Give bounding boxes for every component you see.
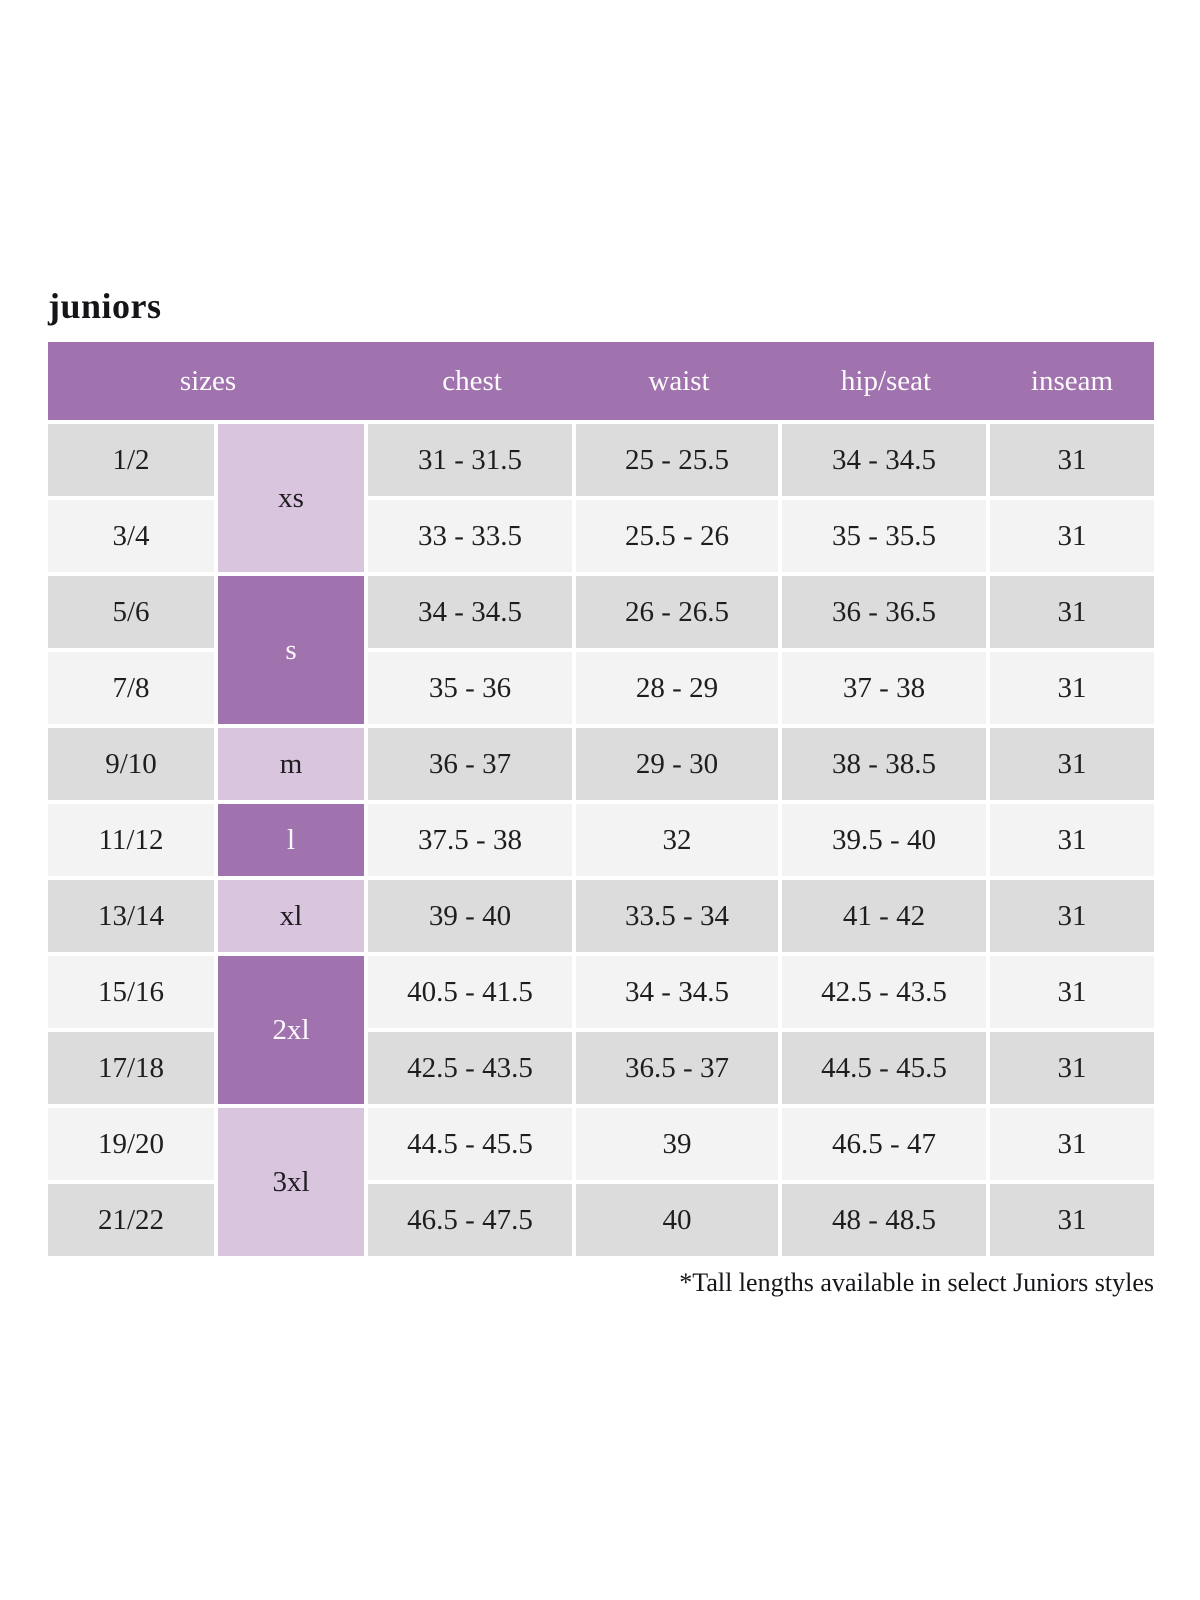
waist-value-cell: 32 <box>576 804 778 876</box>
numeric-size-cell: 1/2 <box>48 424 214 496</box>
inseam-value-cell: 31 <box>990 804 1154 876</box>
waist-value-cell: 25.5 - 26 <box>576 500 778 572</box>
inseam-value-cell: 31 <box>990 1108 1154 1180</box>
letter-size-cell-2xl: 2xl <box>218 956 364 1104</box>
numeric-size-cell: 7/8 <box>48 652 214 724</box>
column-header-hipseat: hip/seat <box>840 364 932 397</box>
waist-value-cell: 40 <box>576 1184 778 1256</box>
hipseat-value-cell: 46.5 - 47 <box>782 1108 986 1180</box>
hipseat-value-cell: 42.5 - 43.5 <box>782 956 986 1028</box>
inseam-value-cell: 31 <box>990 424 1154 496</box>
waist-value-cell: 33.5 - 34 <box>576 880 778 952</box>
hipseat-value-cell: 35 - 35.5 <box>782 500 986 572</box>
column-header-sizes: sizes <box>179 364 237 397</box>
waist-value-cell: 26 - 26.5 <box>576 576 778 648</box>
hipseat-value-cell: 38 - 38.5 <box>782 728 986 800</box>
waist-value-cell: 28 - 29 <box>576 652 778 724</box>
chest-value-cell: 46.5 - 47.5 <box>368 1184 572 1256</box>
size-table-body: xs s m l xl 2xl 3xl 1/2 31 - 31.5 25 - 25.5 34 - 3… <box>48 424 1154 1256</box>
waist-value-cell: 25 - 25.5 <box>576 424 778 496</box>
hipseat-value-cell: 36 - 36.5 <box>782 576 986 648</box>
table-header-row: sizes chest waist hip/seat inseam <box>48 342 1154 420</box>
column-header-chest: chest <box>442 364 502 397</box>
juniors-size-table: sizes chest waist hip/seat inseam xs s m l x… <box>48 342 1154 1256</box>
waist-value-cell: 34 - 34.5 <box>576 956 778 1028</box>
column-header-inseam: inseam <box>1030 364 1114 397</box>
tall-lengths-footnote: *Tall lengths available in select Junior… <box>679 1268 1154 1297</box>
inseam-value-cell: 31 <box>990 576 1154 648</box>
numeric-size-cell: 17/18 <box>48 1032 214 1104</box>
inseam-value-cell: 31 <box>990 500 1154 572</box>
hipseat-value-cell: 41 - 42 <box>782 880 986 952</box>
letter-size-cell-xs: xs <box>218 424 364 572</box>
chest-value-cell: 34 - 34.5 <box>368 576 572 648</box>
hipseat-value-cell: 34 - 34.5 <box>782 424 986 496</box>
inseam-value-cell: 31 <box>990 652 1154 724</box>
letter-size-cell-m: m <box>218 728 364 800</box>
chest-value-cell: 33 - 33.5 <box>368 500 572 572</box>
waist-value-cell: 29 - 30 <box>576 728 778 800</box>
inseam-value-cell: 31 <box>990 880 1154 952</box>
numeric-size-cell: 13/14 <box>48 880 214 952</box>
chest-value-cell: 39 - 40 <box>368 880 572 952</box>
numeric-size-cell: 9/10 <box>48 728 214 800</box>
page-title: juniors <box>48 286 162 326</box>
letter-size-cell-s: s <box>218 576 364 724</box>
inseam-value-cell: 31 <box>990 1032 1154 1104</box>
hipseat-value-cell: 37 - 38 <box>782 652 986 724</box>
numeric-size-cell: 19/20 <box>48 1108 214 1180</box>
waist-value-cell: 39 <box>576 1108 778 1180</box>
waist-value-cell: 36.5 - 37 <box>576 1032 778 1104</box>
hipseat-value-cell: 48 - 48.5 <box>782 1184 986 1256</box>
numeric-size-cell: 3/4 <box>48 500 214 572</box>
inseam-value-cell: 31 <box>990 1184 1154 1256</box>
hipseat-value-cell: 39.5 - 40 <box>782 804 986 876</box>
chest-value-cell: 42.5 - 43.5 <box>368 1032 572 1104</box>
inseam-value-cell: 31 <box>990 728 1154 800</box>
chest-value-cell: 40.5 - 41.5 <box>368 956 572 1028</box>
letter-size-cell-3xl: 3xl <box>218 1108 364 1256</box>
inseam-value-cell: 31 <box>990 956 1154 1028</box>
numeric-size-cell: 15/16 <box>48 956 214 1028</box>
column-header-waist: waist <box>648 364 710 397</box>
numeric-size-cell: 11/12 <box>48 804 214 876</box>
numeric-size-cell: 5/6 <box>48 576 214 648</box>
chest-value-cell: 36 - 37 <box>368 728 572 800</box>
numeric-size-cell: 21/22 <box>48 1184 214 1256</box>
letter-size-cell-xl: xl <box>218 880 364 952</box>
letter-size-cell-l: l <box>218 804 364 876</box>
chest-value-cell: 44.5 - 45.5 <box>368 1108 572 1180</box>
hipseat-value-cell: 44.5 - 45.5 <box>782 1032 986 1104</box>
chest-value-cell: 31 - 31.5 <box>368 424 572 496</box>
chest-value-cell: 37.5 - 38 <box>368 804 572 876</box>
chest-value-cell: 35 - 36 <box>368 652 572 724</box>
